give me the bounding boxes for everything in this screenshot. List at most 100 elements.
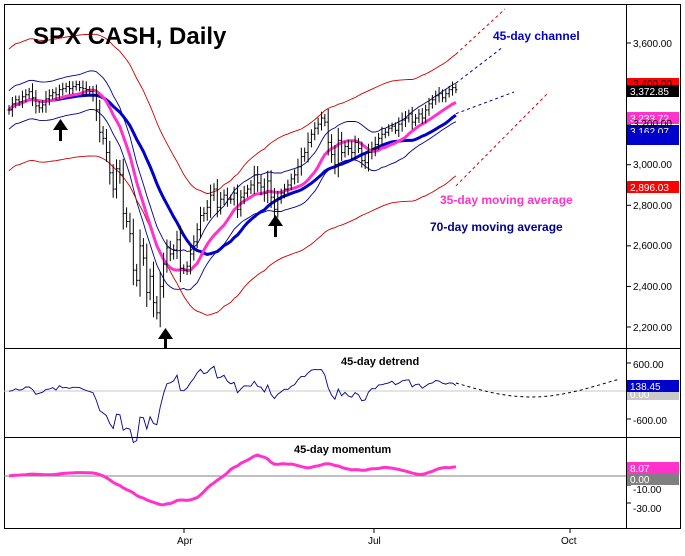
price-bar: [350, 140, 354, 161]
price-bar: [262, 178, 266, 202]
price-bar: [309, 129, 313, 148]
price-bar: [289, 173, 293, 191]
price-bar: [219, 191, 223, 215]
price-value-tag-text: 3,162.07: [630, 127, 669, 138]
y-tick-price: 2,600.00: [633, 241, 672, 252]
price-value-tag: 2,896.03: [627, 181, 679, 194]
price-bar: [64, 82, 68, 93]
price-bar: [67, 80, 71, 95]
price-bar: [390, 122, 394, 132]
price-bar: [451, 81, 455, 96]
y-tick-price: 2,800.00: [633, 201, 672, 212]
detrend-value-tag-text: 138.45: [630, 382, 661, 393]
price-bar: [205, 200, 209, 221]
x-tick-label: Apr: [177, 536, 193, 547]
channel-projection-upper: [455, 8, 506, 55]
price-bar: [20, 90, 24, 108]
y-tick-detrend: 600.00: [633, 360, 664, 371]
price-value-tag: 3,233.72: [627, 112, 679, 125]
x-tick-label: Oct: [561, 536, 577, 547]
price-bar: [293, 169, 297, 185]
price-bar: [383, 128, 387, 139]
momentum-panel: [4, 453, 631, 507]
annotation-channel: 45-day channel: [493, 29, 580, 43]
ma35-line: [8, 88, 457, 273]
price-bar: [377, 132, 381, 150]
price-bar: [188, 245, 192, 275]
momentum-zero-tag-text: 0.00: [630, 475, 650, 486]
price-bar: [118, 159, 122, 184]
price-bar: [249, 180, 253, 195]
x-tick-label: Jul: [368, 536, 381, 547]
price-bar: [400, 112, 404, 132]
price-bar: [330, 134, 334, 163]
price-bar: [182, 264, 186, 274]
value-tags: 3,485.393,372.853,233.723,162.073,133.18…: [627, 78, 679, 486]
detrend-projection: [455, 378, 621, 398]
price-bar: [296, 158, 300, 183]
price-bar: [266, 170, 270, 204]
price-value-tag-text: 3,233.72: [630, 114, 669, 125]
price-bar: [34, 90, 38, 114]
price-bar: [424, 104, 428, 124]
chart-frame: [4, 4, 681, 529]
band-projection-upper: [455, 46, 504, 84]
price-bar: [121, 158, 125, 230]
price-bar: [165, 239, 169, 273]
price-bar: [403, 111, 407, 128]
price-bar: [407, 109, 411, 123]
price-bar: [410, 106, 414, 130]
price-bar: [276, 191, 280, 218]
price-bar: [259, 174, 263, 196]
price-bar: [246, 184, 250, 198]
price-bar: [229, 194, 233, 204]
price-bar: [283, 183, 287, 199]
price-value-tag-text: 3,372.85: [630, 87, 669, 98]
price-value-tag-text: 3,133.18: [630, 135, 669, 146]
detrend-line: [8, 365, 457, 444]
price-bar: [313, 122, 317, 141]
price-value-tag-text: 2,896.03: [630, 183, 669, 194]
price-bar: [397, 117, 401, 138]
detrend-zero-tag-text: 0.00: [630, 390, 650, 401]
price-bar: [31, 83, 35, 107]
price-bar: [215, 179, 219, 218]
lower-band-line: [8, 108, 457, 291]
price-bar: [71, 81, 75, 95]
price-bar: [145, 243, 149, 307]
price-value-tag-bg: [627, 112, 679, 124]
channel-upper-line: [8, 33, 457, 195]
price-bar: [252, 165, 256, 195]
price-bar: [27, 87, 31, 99]
price-bar: [340, 132, 344, 161]
price-bar: [199, 206, 203, 239]
price-bar: [78, 80, 82, 92]
price-bar: [447, 85, 451, 98]
up-arrow-3: [268, 215, 283, 237]
up-arrow-2: [158, 328, 173, 348]
channel-lower-line: [8, 155, 457, 316]
price-bar: [14, 95, 18, 109]
chart-title: SPX CASH, Daily: [33, 23, 227, 50]
price-bar: [185, 261, 189, 275]
momentum-value-tag: 8.07: [627, 462, 679, 475]
price-bar: [101, 125, 105, 145]
price-bar: [239, 189, 243, 217]
price-bar: [7, 105, 11, 115]
y-tick-price: 3,400.00: [633, 79, 672, 90]
price-bar: [393, 122, 397, 135]
price-value-tag-bg: [627, 181, 679, 193]
price-bar: [125, 207, 129, 228]
price-value-tag: 3,372.85: [627, 85, 679, 98]
price-bar: [94, 84, 98, 122]
price-bar: [356, 137, 360, 153]
y-tick-price: 3,200.00: [633, 119, 672, 130]
price-bar: [24, 89, 28, 103]
price-bar: [306, 132, 310, 163]
up-arrow-1: [53, 119, 68, 141]
band-projection-lower: [455, 91, 515, 115]
price-bar: [131, 218, 135, 286]
price-bar: [299, 147, 303, 176]
